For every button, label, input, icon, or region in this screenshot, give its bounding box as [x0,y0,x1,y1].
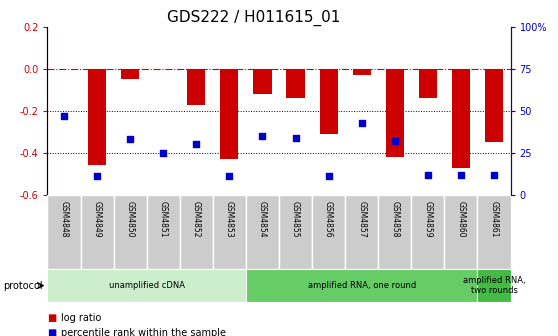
Bar [312,195,345,269]
Text: ■: ■ [47,328,57,336]
Bar [80,195,114,269]
Bar [345,195,378,269]
Bar [246,195,279,269]
Text: GSM4854: GSM4854 [258,201,267,238]
Point [158,150,167,156]
Bar [253,69,272,94]
Text: percentile rank within the sample: percentile rank within the sample [61,328,227,336]
Bar [378,195,411,269]
Point [192,142,201,147]
Bar [478,269,511,302]
Point [93,174,102,179]
Bar [187,69,205,104]
Text: GSM4849: GSM4849 [93,201,102,238]
Bar [114,195,147,269]
Bar [47,195,80,269]
Point [424,172,432,177]
Point [456,172,465,177]
Text: amplified RNA,
two rounds: amplified RNA, two rounds [463,276,525,295]
Point [258,133,267,139]
Text: protocol: protocol [3,281,42,291]
Bar [386,69,404,157]
Text: GSM4861: GSM4861 [489,201,498,237]
Text: amplified RNA, one round: amplified RNA, one round [307,281,416,290]
Bar [478,195,511,269]
Point [291,135,300,140]
Text: GSM4853: GSM4853 [225,201,234,238]
Bar [320,69,338,134]
Text: GSM4857: GSM4857 [357,201,366,238]
Text: log ratio: log ratio [61,312,102,323]
Text: GSM4859: GSM4859 [424,201,432,238]
Bar [180,195,213,269]
Point [324,174,333,179]
Text: GSM4848: GSM4848 [60,201,69,237]
Text: GSM4851: GSM4851 [158,201,168,237]
Point [489,172,498,177]
Bar [353,69,371,75]
Text: unamplified cDNA: unamplified cDNA [109,281,185,290]
Bar [213,195,246,269]
Bar [246,269,478,302]
Text: GSM4855: GSM4855 [291,201,300,238]
Text: ■: ■ [47,312,57,323]
Point [390,138,399,144]
Point [60,113,69,119]
Point [225,174,234,179]
Point [126,137,134,142]
Text: GSM4858: GSM4858 [390,201,400,237]
Text: GSM4850: GSM4850 [126,201,134,238]
Bar [88,69,106,166]
Text: GDS222 / H011615_01: GDS222 / H011615_01 [167,10,341,26]
Point [357,120,366,125]
Text: GSM4852: GSM4852 [192,201,201,237]
Bar [485,69,503,142]
Bar [47,269,246,302]
Bar [147,195,180,269]
Bar [279,195,312,269]
Bar [418,69,437,98]
Text: GSM4856: GSM4856 [324,201,333,238]
Bar [220,69,238,159]
Bar [286,69,305,98]
Bar [121,69,140,79]
Bar [444,195,478,269]
Bar [452,69,470,168]
Text: GSM4860: GSM4860 [456,201,465,238]
Bar [411,195,444,269]
